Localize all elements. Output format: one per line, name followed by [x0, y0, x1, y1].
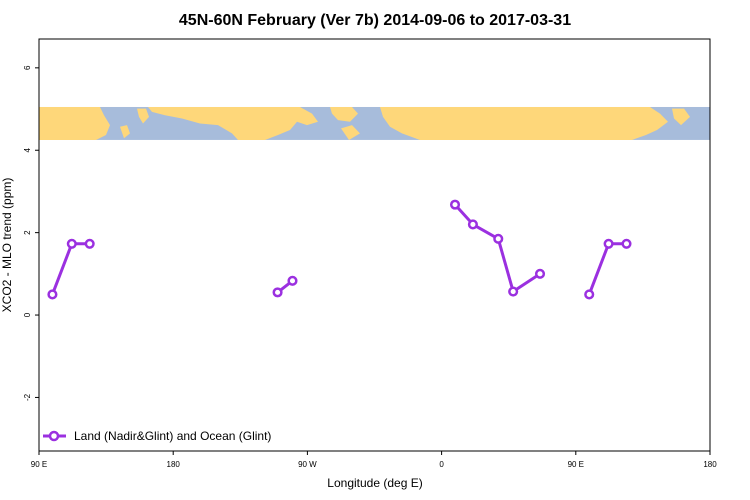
data-point — [287, 275, 298, 286]
data-point — [584, 289, 595, 300]
series-line-segment — [51, 242, 90, 295]
x-tick-label: 180 — [703, 460, 717, 469]
x-tick-label: 180 — [167, 460, 181, 469]
data-point — [493, 233, 504, 244]
data-point — [449, 199, 461, 210]
plot-frame — [38, 38, 711, 452]
data-point — [47, 289, 58, 300]
x-tick-label: 90 E — [568, 460, 584, 469]
series-line-segment — [587, 242, 627, 295]
map-land-mass — [380, 106, 668, 140]
data-point — [508, 286, 519, 297]
map-land-mass — [120, 125, 130, 139]
map-land-mass — [39, 106, 110, 140]
data-point — [272, 287, 283, 298]
x-tick-label: 90 E — [31, 460, 47, 469]
y-tick-label: 6 — [23, 65, 32, 70]
data-point — [66, 238, 77, 249]
x-axis-title: Longitude (deg E) — [327, 476, 422, 490]
legend-marker-swatch — [48, 430, 60, 442]
y-axis-title: XCO2 - MLO trend (ppm) — [0, 178, 14, 313]
data-point — [621, 238, 632, 249]
x-tick-label: 0 — [439, 460, 444, 469]
data-point — [467, 219, 478, 230]
map-land-mass — [341, 125, 360, 140]
x-axis: 90 E 180 90 W 0 90 E 180 — [31, 451, 717, 469]
map-band — [39, 106, 710, 140]
chart-title: 45N-60N February (Ver 7b) 2014-09-06 to … — [179, 12, 571, 29]
data-point — [534, 268, 546, 279]
legend-label: Land (Nadir&Glint) and Ocean (Glint) — [74, 429, 271, 443]
y-tick-label: 0 — [23, 312, 32, 317]
map-land-mass — [137, 108, 149, 124]
series-line-segment — [453, 203, 541, 294]
y-axis: -2 0 2 4 6 — [23, 65, 39, 401]
map-land-mass — [672, 108, 690, 126]
data-point — [603, 238, 614, 249]
legend: Land (Nadir&Glint) and Ocean (Glint) — [43, 429, 271, 443]
data-point — [84, 238, 95, 249]
map-band-land — [39, 106, 690, 140]
y-tick-label: 2 — [23, 230, 32, 235]
series-layer — [47, 199, 632, 300]
x-tick-label: 90 W — [298, 460, 317, 469]
map-land-mass — [330, 106, 358, 122]
y-tick-label: -2 — [23, 393, 32, 401]
map-land-mass — [148, 106, 318, 140]
y-tick-label: 4 — [23, 147, 32, 152]
